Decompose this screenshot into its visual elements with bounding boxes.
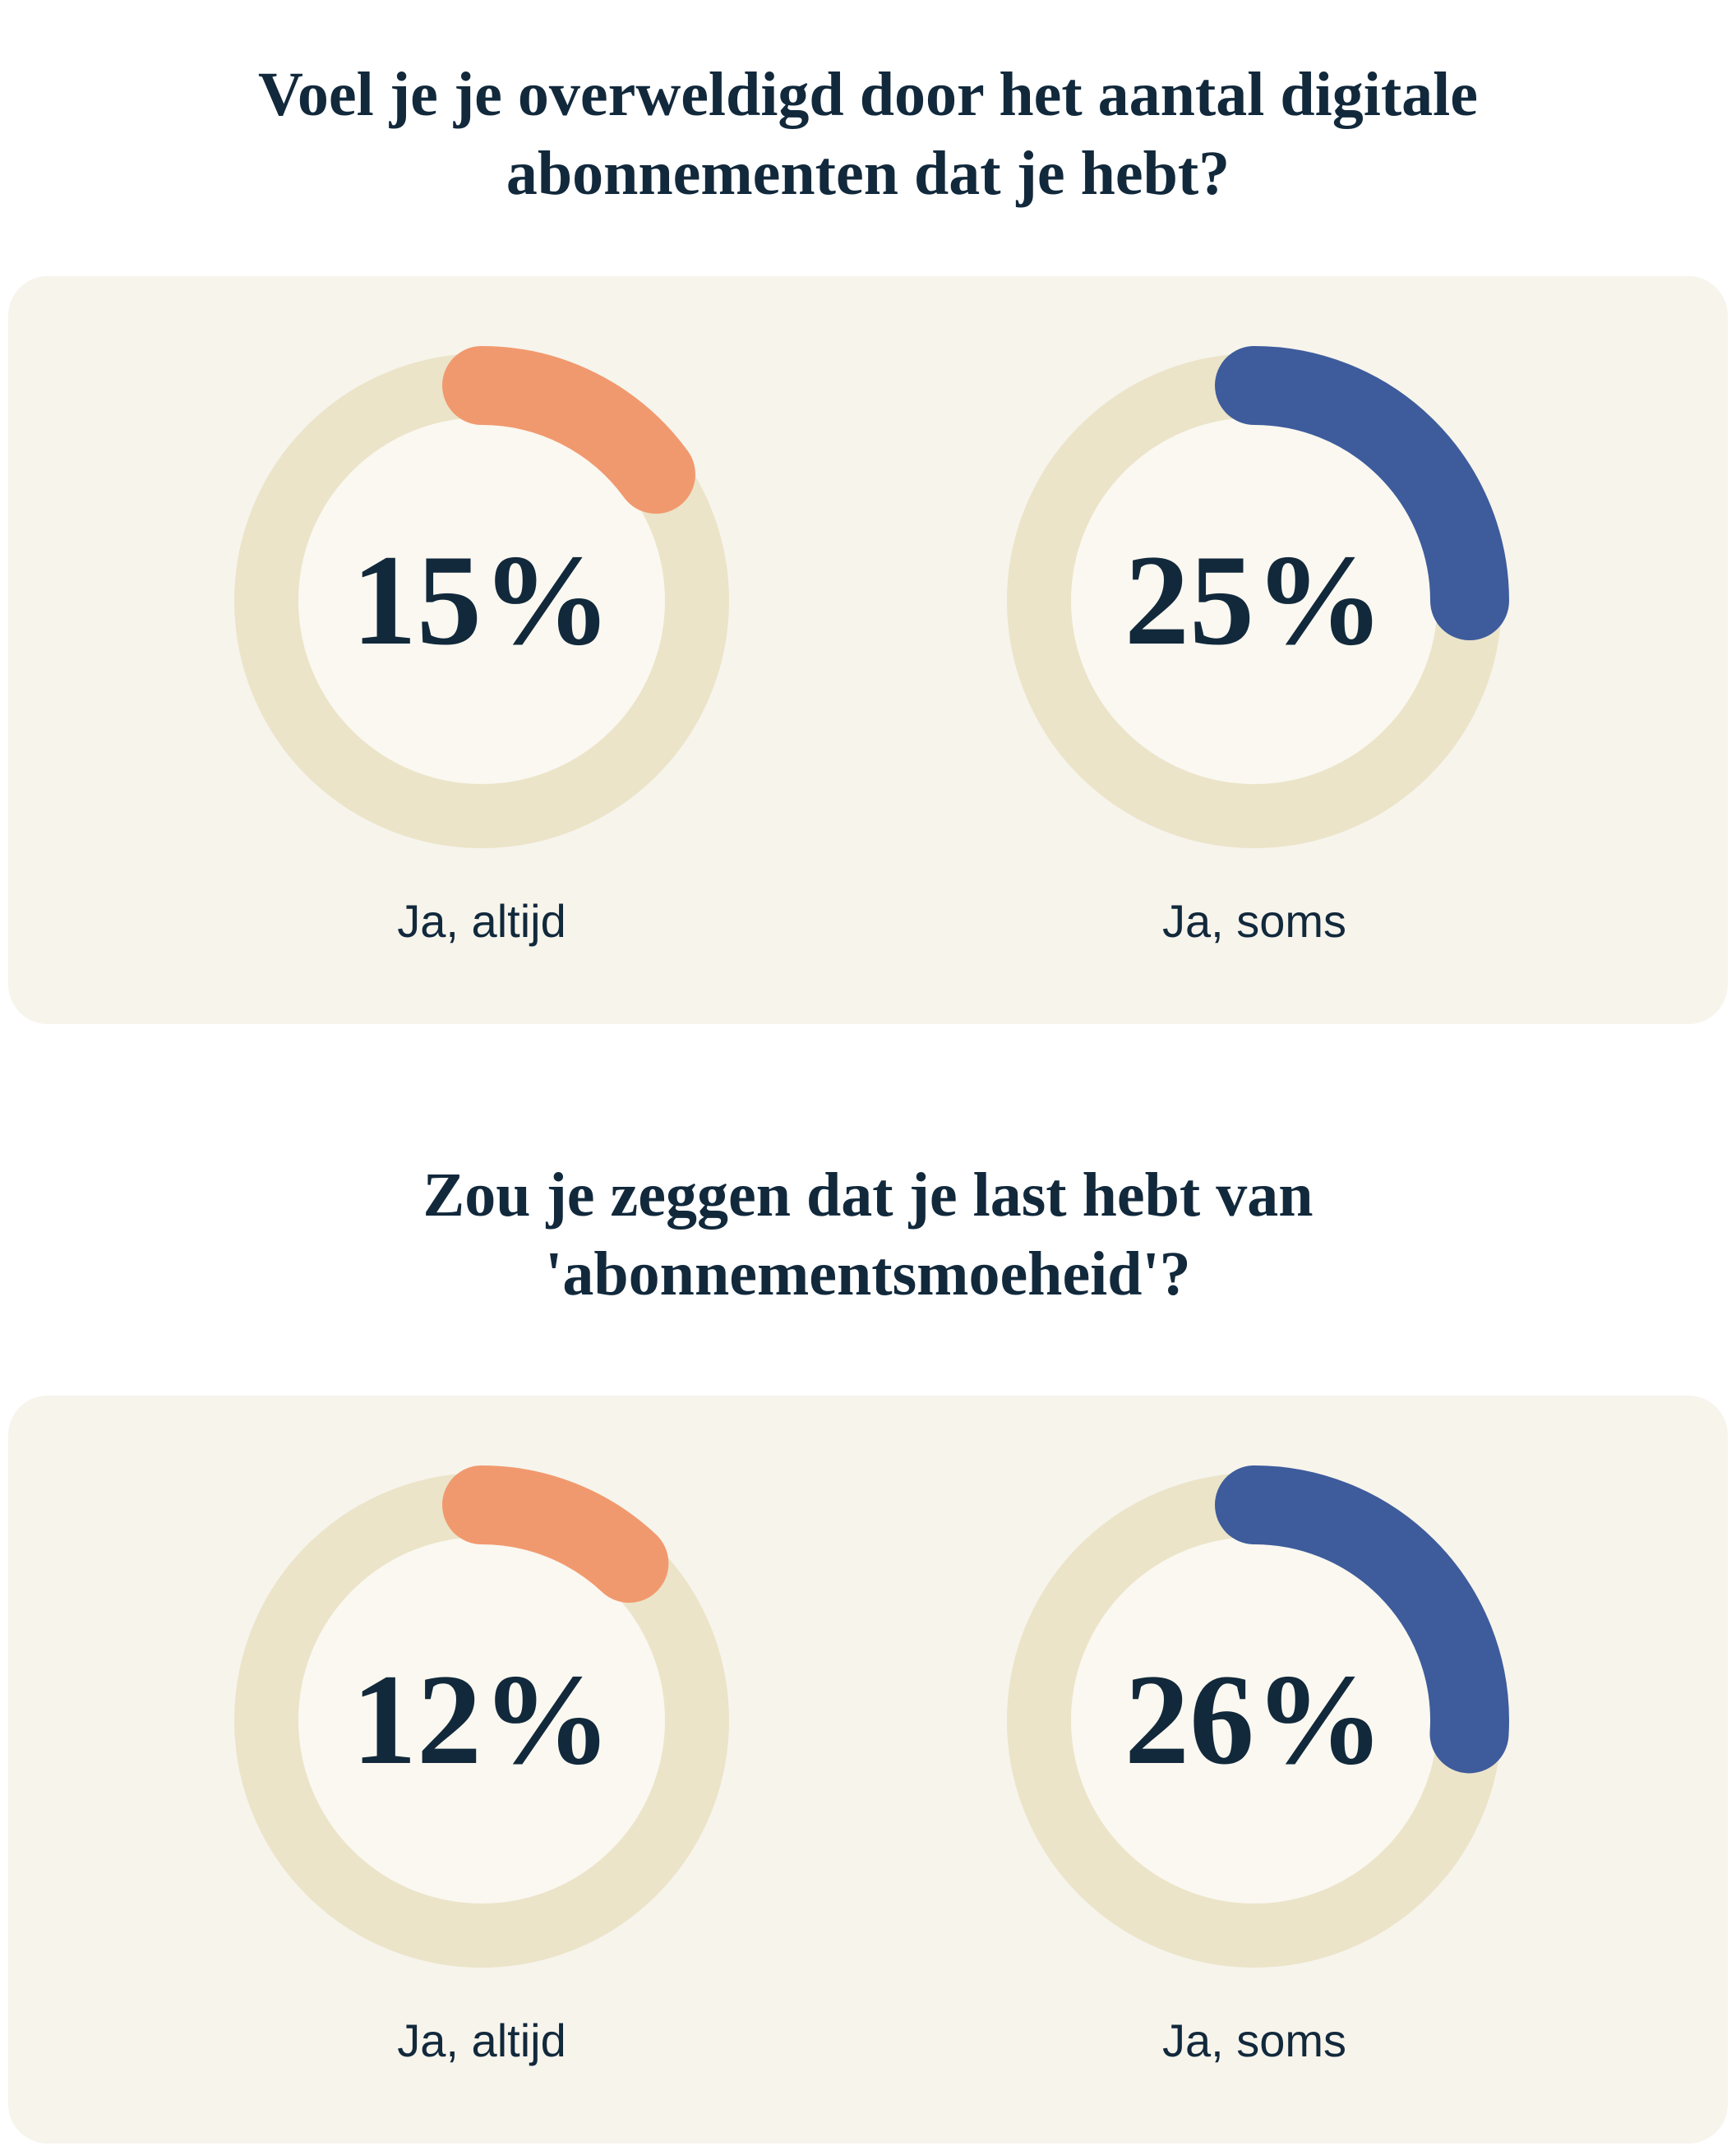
question-title-2-line-1: Zou je zeggen dat je last hebt van [422, 1160, 1314, 1230]
donut-value: 26% [1124, 1647, 1384, 1792]
donut-caption: Ja, soms [1161, 894, 1347, 947]
donut-chart-icon [1000, 345, 1509, 856]
donut-ring-q1-ja-altijd: 15% [227, 345, 736, 856]
donut-q2-ja-soms: 26% Ja, soms [1000, 1465, 1509, 2144]
donut-q2-ja-altijd: 12% Ja, altijd [227, 1465, 736, 2144]
question-title-2-line-2: 'abonnementsmoeheid'? [545, 1239, 1191, 1308]
donut-caption: Ja, altijd [397, 894, 566, 947]
question-title-1-line-1: Voel je je overweldigd door het aantal d… [258, 59, 1478, 129]
donut-q1-ja-altijd: 15% Ja, altijd [227, 345, 736, 1024]
donut-caption: Ja, soms [1161, 2014, 1347, 2066]
donut-ring-q2-ja-soms: 26% [1000, 1465, 1509, 1975]
donut-value: 15% [352, 528, 612, 672]
donut-ring-q1-ja-soms: 25% [1000, 345, 1509, 856]
donut-chart-icon [227, 345, 736, 856]
chart-card-q2: 12% Ja, altijd 26% Ja, soms [8, 1395, 1728, 2144]
donut-chart-icon [227, 1465, 736, 1975]
donut-ring-q2-ja-altijd: 12% [227, 1465, 736, 1975]
chart-card-q1: 15% Ja, altijd 25% Ja, soms [8, 275, 1728, 1024]
donut-value: 25% [1124, 528, 1384, 672]
question-title-1-line-2: abonnementen dat je hebt? [506, 138, 1230, 208]
donut-value: 12% [352, 1647, 612, 1792]
donut-chart-icon [1000, 1465, 1509, 1975]
question-title-1: Voel je je overweldigd door het aantal d… [0, 42, 1736, 213]
donut-caption: Ja, altijd [397, 2014, 566, 2066]
question-title-2: Zou je zeggen dat je last hebt van 'abon… [0, 1156, 1736, 1313]
donut-q1-ja-soms: 25% Ja, soms [1000, 345, 1509, 1024]
